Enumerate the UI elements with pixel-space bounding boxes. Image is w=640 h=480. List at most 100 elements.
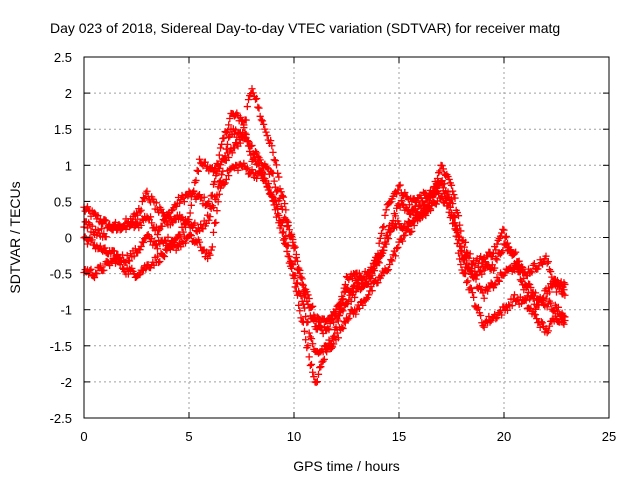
data-point [353, 278, 361, 286]
data-point [561, 316, 569, 325]
data-point [213, 159, 221, 168]
data-point [407, 228, 415, 236]
data-point [243, 137, 251, 145]
data-point [254, 103, 262, 111]
data-point [248, 166, 256, 174]
data-point [408, 227, 416, 235]
data-point [278, 229, 286, 237]
data-point [248, 85, 256, 93]
data-point [339, 307, 347, 315]
data-point [543, 259, 551, 267]
data-point [285, 259, 293, 267]
data-point [508, 251, 516, 259]
data-point [560, 320, 568, 328]
data-point [208, 243, 216, 251]
y-tick-label: -0.5 [50, 267, 72, 282]
data-point [181, 239, 190, 247]
data-point [236, 113, 244, 121]
data-point [262, 128, 270, 136]
data-point [513, 263, 521, 271]
data-point [453, 239, 461, 248]
data-point [359, 301, 367, 309]
data-point [449, 187, 457, 195]
data-point [253, 149, 261, 157]
data-point [83, 240, 92, 248]
data-point [467, 284, 475, 293]
data-point [349, 282, 358, 290]
data-point [222, 128, 230, 137]
data-point [206, 251, 214, 259]
data-point [176, 199, 184, 207]
data-point [142, 265, 150, 273]
data-point [257, 116, 265, 124]
data-point [509, 250, 517, 258]
data-point [83, 203, 92, 211]
data-point [222, 145, 230, 153]
data-point [100, 266, 108, 274]
data-point [505, 301, 513, 309]
data-point [268, 142, 276, 150]
data-point [325, 326, 333, 334]
data-point [298, 317, 306, 325]
data-point [279, 228, 288, 236]
y-tick-label: 2.5 [54, 50, 72, 65]
data-point [339, 295, 347, 303]
data-point [192, 176, 200, 185]
data-point [544, 327, 552, 335]
data-point [228, 149, 236, 157]
data-point [304, 291, 312, 299]
y-tick-label: -1 [60, 303, 72, 318]
data-point [561, 291, 569, 299]
data-point [201, 158, 209, 166]
data-point [299, 281, 307, 289]
data-point [205, 216, 213, 224]
data-point [464, 277, 472, 285]
data-point [263, 164, 271, 172]
data-point [87, 265, 95, 273]
data-point [333, 315, 341, 323]
data-point [211, 219, 219, 227]
data-point [466, 250, 474, 258]
data-point [493, 314, 501, 322]
data-point [516, 276, 524, 284]
data-point [293, 279, 302, 287]
data-point [500, 226, 508, 234]
data-point [341, 280, 349, 289]
y-axis-title: SDTVAR / TECUs [7, 181, 23, 293]
data-point [503, 239, 512, 247]
data-point [522, 271, 530, 279]
data-point [393, 190, 401, 198]
data-point [375, 259, 383, 267]
data-point [439, 165, 447, 173]
data-point [472, 275, 480, 283]
y-axis: -2.5 -2 -1.5 -1 -0.5 0 0.5 1 1.5 2 2.5 [50, 50, 609, 426]
data-point [190, 187, 198, 195]
data-point [284, 252, 292, 260]
data-point [440, 180, 449, 188]
data-point [213, 169, 221, 177]
data-point [234, 166, 242, 174]
data-point [381, 240, 389, 248]
data-point [213, 207, 221, 215]
data-point [226, 114, 234, 123]
data-point [88, 236, 96, 244]
data-point [387, 256, 395, 264]
data-point [481, 258, 489, 266]
data-point [220, 134, 228, 142]
data-point [376, 234, 384, 242]
data-point [292, 287, 300, 295]
data-point [139, 238, 148, 247]
data-point [502, 232, 510, 240]
data-point [536, 323, 544, 331]
data-point [382, 206, 390, 214]
data-point [207, 246, 215, 254]
data-point [300, 327, 309, 335]
data-point [304, 342, 312, 350]
data-point [309, 302, 317, 310]
data-point [447, 195, 456, 203]
y-tick-label: 1.5 [54, 122, 72, 137]
data-point [221, 179, 229, 187]
data-point [544, 284, 552, 292]
data-point [212, 195, 220, 204]
data-point [335, 300, 344, 309]
